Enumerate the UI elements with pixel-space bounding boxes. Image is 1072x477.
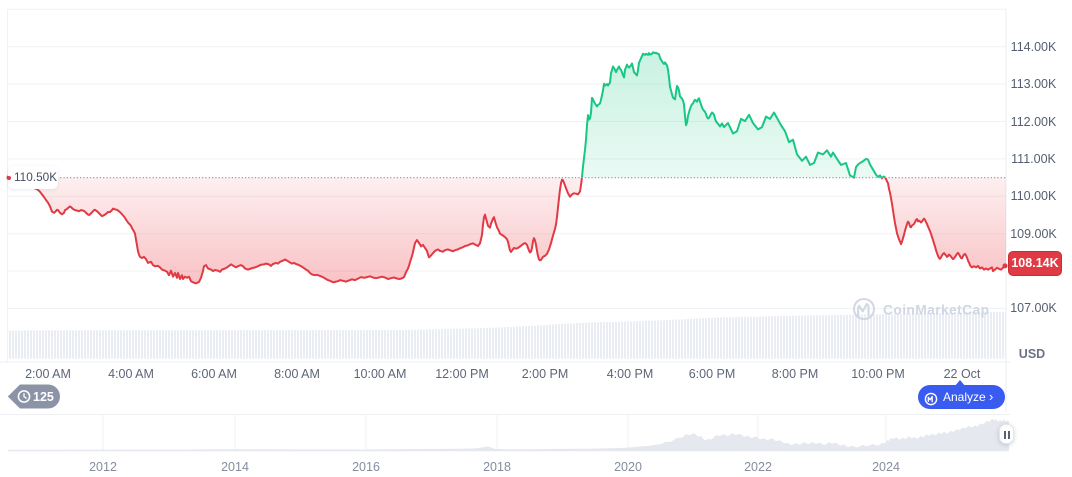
svg-text:CoinMarketCap: CoinMarketCap <box>883 303 989 318</box>
svg-text:125: 125 <box>33 390 54 404</box>
